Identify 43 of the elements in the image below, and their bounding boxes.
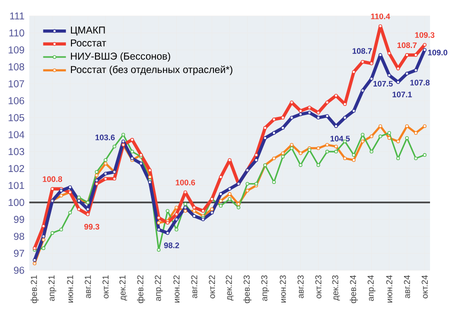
y-tick-label: 101 bbox=[8, 182, 24, 190]
legend-label: Росстат (без отдельных отраслей*) bbox=[70, 66, 232, 76]
y-tick-label: 104 bbox=[8, 131, 24, 138]
x-tick-label: фев.21 bbox=[30, 275, 39, 304]
y-tick-label: 111 bbox=[10, 12, 24, 20]
x-tick-label: апр.24 bbox=[368, 275, 376, 301]
y-tick-label: 108 bbox=[8, 63, 24, 70]
x-tick-label: апр.22 bbox=[154, 275, 163, 301]
x-tick-label: фев.24 bbox=[350, 275, 358, 304]
x-tick-label: окт.21 bbox=[102, 275, 109, 298]
x-tick-label: дек.22 bbox=[226, 275, 234, 301]
x-tick-label: фев.23 bbox=[243, 275, 252, 304]
y-tick-label: 103 bbox=[8, 148, 24, 156]
y-tick-label: 105 bbox=[8, 114, 24, 122]
legend-label: Росстат bbox=[70, 40, 106, 47]
x-tick-label: авг.22 bbox=[191, 275, 198, 298]
x-tick-label: дек.21 bbox=[119, 275, 128, 301]
y-tick-label: 109 bbox=[8, 46, 24, 54]
y-tick-label: 99 bbox=[14, 216, 24, 224]
y-tick-label: 106 bbox=[8, 97, 24, 104]
x-tick-label: фев.22 bbox=[136, 275, 146, 304]
legend-label: НИУ-ВШЭ (Бессонов) bbox=[70, 52, 170, 62]
x-tick-label: июн.21 bbox=[67, 275, 74, 303]
y-tick-label: 96 bbox=[14, 266, 24, 274]
y-tick-label: 98 bbox=[14, 232, 24, 240]
x-tick-label: окт.23 bbox=[315, 275, 322, 298]
legend-label: ЦМАКП bbox=[70, 26, 105, 36]
y-tick-label: 110 bbox=[9, 29, 24, 37]
x-tick-label: апр.21 bbox=[48, 275, 56, 301]
y-tick-label: 102 bbox=[8, 165, 24, 172]
x-tick-label: авг.24 bbox=[404, 275, 410, 298]
x-tick-label: апр.23 bbox=[261, 275, 270, 301]
y-tick-label: 107 bbox=[8, 80, 24, 88]
x-tick-label: июн.22 bbox=[173, 275, 180, 303]
x-tick-label: июн.23 bbox=[280, 275, 286, 303]
x-tick-label: окт.22 bbox=[208, 275, 215, 298]
y-tick-label: 100 bbox=[8, 198, 24, 206]
x-tick-label: дек.23 bbox=[332, 275, 340, 301]
x-tick-label: окт.24 bbox=[422, 275, 428, 298]
x-tick-label: авг.23 bbox=[298, 275, 304, 298]
x-tick-label: авг.21 bbox=[84, 275, 91, 298]
x-tick-label: июн.24 bbox=[386, 275, 392, 303]
y-tick-label: 97 bbox=[14, 250, 24, 257]
